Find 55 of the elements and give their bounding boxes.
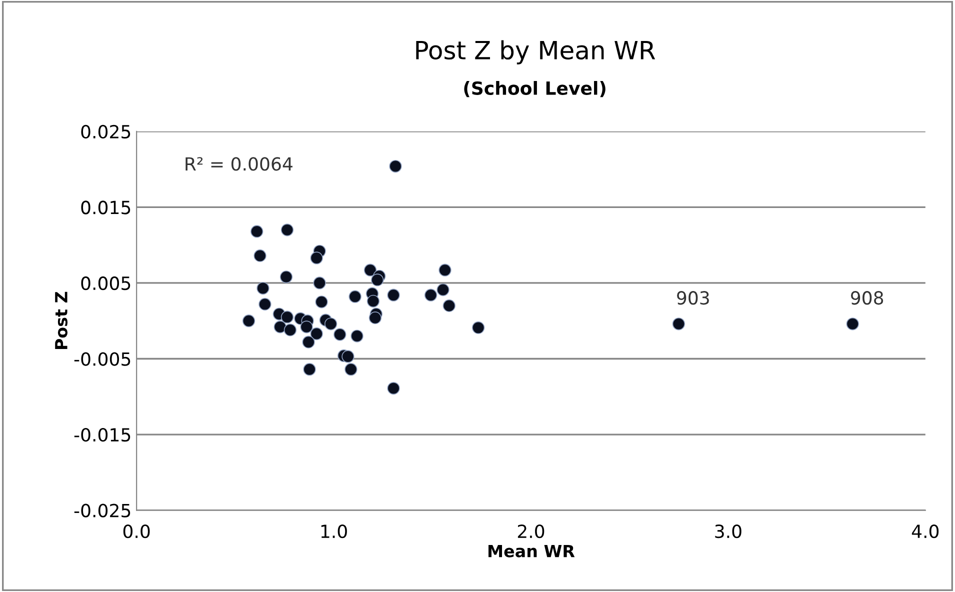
point xyxy=(300,320,313,334)
y-tick-label: -0.025 xyxy=(74,504,130,518)
x-tick-label: 0.0 xyxy=(123,524,150,538)
y-tick-label: 0.005 xyxy=(81,276,130,290)
point xyxy=(424,288,438,302)
point xyxy=(371,274,384,286)
point xyxy=(442,299,456,312)
point xyxy=(303,363,316,376)
point xyxy=(334,328,346,341)
point xyxy=(387,382,400,395)
point xyxy=(250,225,264,238)
point xyxy=(254,249,266,262)
point xyxy=(348,290,362,303)
y-tick-label: -0.015 xyxy=(74,428,130,442)
x-tick-label: 1.0 xyxy=(321,524,347,538)
y-tick-label: 0.025 xyxy=(81,124,130,139)
point xyxy=(280,224,294,236)
x-axis-title: Mean WR xyxy=(488,544,575,558)
point xyxy=(280,310,294,324)
point xyxy=(472,321,485,334)
point xyxy=(438,264,452,276)
point xyxy=(342,350,354,363)
point xyxy=(389,160,402,173)
point xyxy=(368,312,382,324)
y-tick-label: 0.015 xyxy=(81,200,130,214)
point xyxy=(672,318,686,330)
y-axis-title: Post Z xyxy=(55,292,68,350)
chart-subtitle: (School Level) xyxy=(464,81,606,98)
point xyxy=(302,336,315,348)
point xyxy=(284,324,297,336)
x-tick-label: 2.0 xyxy=(518,524,544,538)
point xyxy=(258,298,272,311)
point xyxy=(280,270,293,284)
point xyxy=(324,318,338,330)
annotation: 908 xyxy=(850,291,884,305)
point xyxy=(344,363,358,376)
x-tick-label: 4.0 xyxy=(912,524,939,538)
point xyxy=(242,314,256,328)
x-tick-label: 3.0 xyxy=(715,524,742,538)
point xyxy=(387,288,400,302)
point xyxy=(313,276,326,290)
point xyxy=(366,294,380,308)
point xyxy=(436,283,450,296)
point xyxy=(350,330,364,342)
point xyxy=(846,318,859,330)
y-tick-label: -0.005 xyxy=(74,352,130,366)
point xyxy=(364,264,377,276)
point xyxy=(315,296,328,308)
annotation: 903 xyxy=(677,291,709,305)
point xyxy=(256,282,270,295)
point xyxy=(310,327,323,340)
annotation: R² = 0.0064 xyxy=(186,157,292,171)
chart-title: Post Z by Mean WR xyxy=(416,40,656,64)
point xyxy=(310,252,323,264)
point xyxy=(274,320,286,334)
